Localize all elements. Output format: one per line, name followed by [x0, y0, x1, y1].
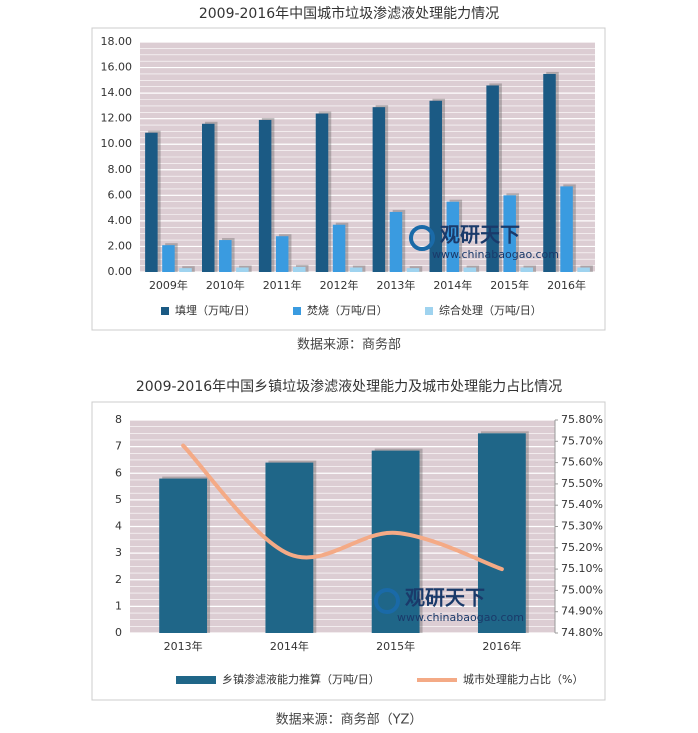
x-tick-label: 2014年 [433, 278, 472, 292]
x-tick-label: 2010年 [206, 278, 245, 292]
bar [315, 113, 329, 272]
bar [463, 267, 477, 272]
watermark: www.chinabaogao.com [432, 248, 559, 261]
y-tick-label: 8.00 [108, 163, 133, 176]
x-tick-label: 2016年 [547, 278, 586, 292]
watermark: 观研天下 [405, 586, 485, 610]
y-tick-label: 0.00 [108, 265, 133, 278]
bar [577, 267, 590, 272]
bar [477, 433, 526, 633]
bar [372, 107, 386, 273]
watermark: www.chinabaogao.com [397, 611, 524, 624]
y-tick-label: 12.00 [101, 112, 133, 125]
y2-tick-label: 75.20% [561, 541, 603, 554]
bar [201, 123, 215, 273]
y-tick-label: 0 [115, 626, 122, 639]
y-tick-label: 2 [115, 573, 122, 586]
x-tick-label: 2011年 [263, 278, 302, 292]
y2-tick-label: 75.80% [561, 413, 603, 426]
x-tick-label: 2013年 [376, 278, 415, 292]
bar [265, 462, 314, 633]
y-tick-label: 6 [115, 466, 122, 479]
y2-tick-label: 75.70% [561, 434, 603, 447]
bar [406, 268, 420, 272]
x-tick-label: 2012年 [320, 278, 359, 292]
y2-tick-label: 75.40% [561, 498, 603, 511]
y-tick-label: 4.00 [108, 214, 133, 227]
legend-label: 综合处理（万吨/日） [439, 303, 542, 317]
y2-tick-label: 74.90% [561, 605, 603, 618]
bar [275, 236, 289, 272]
y2-tick-label: 74.80% [561, 626, 603, 639]
y-tick-label: 18.00 [101, 35, 133, 48]
legend-label: 填埋（万吨/日） [175, 303, 256, 317]
x-tick-label: 2014年 [270, 639, 309, 653]
bar [258, 119, 272, 272]
y2-tick-label: 75.10% [561, 562, 603, 575]
chart-title: 2009-2016年中国乡镇垃圾渗滤液处理能力及城市处理能力占比情况 [136, 378, 562, 395]
legend-swatch [176, 676, 216, 684]
y2-tick-label: 75.30% [561, 520, 603, 533]
legend-swatch [293, 307, 301, 315]
legend-swatch [425, 307, 433, 315]
legend-label: 城市处理能力占比（%） [463, 672, 583, 686]
bar [503, 195, 516, 272]
legend-label: 乡镇渗滤液能力推算（万吨/日） [222, 672, 380, 686]
source-note: 数据来源：商务部 [297, 337, 401, 353]
bar [429, 100, 443, 273]
bar [145, 132, 158, 272]
bar [159, 478, 208, 633]
bar [236, 267, 249, 272]
y-tick-label: 7 [115, 440, 122, 453]
bar [219, 240, 232, 272]
bar [332, 224, 346, 272]
legend-label: 焚烧（万吨/日） [307, 304, 388, 317]
watermark-logo [374, 588, 400, 614]
y2-tick-label: 75.00% [561, 583, 603, 596]
y-tick-label: 3 [115, 546, 122, 559]
x-tick-label: 2009年 [149, 278, 188, 292]
watermark: 观研天下 [440, 223, 520, 247]
bar [543, 73, 556, 272]
source-note: 数据来源：商务部（YZ） [276, 712, 423, 728]
x-tick-label: 2013年 [164, 639, 203, 653]
line [181, 443, 504, 572]
bar [371, 450, 420, 633]
y-tick-label: 5 [115, 493, 122, 506]
x-tick-label: 2015年 [490, 278, 529, 292]
bar [560, 186, 573, 272]
bar [162, 245, 175, 272]
bar [349, 267, 363, 272]
y-tick-label: 14.00 [101, 86, 133, 99]
y-tick-label: 2.00 [108, 239, 133, 252]
y2-tick-label: 75.50% [561, 477, 603, 490]
y-tick-label: 1 [115, 599, 122, 612]
bar [292, 266, 306, 272]
y-tick-label: 10.00 [101, 137, 133, 150]
chart-title: 2009-2016年中国城市垃圾渗滤液处理能力情况 [199, 5, 499, 22]
bar [446, 201, 460, 272]
legend-swatch [161, 307, 169, 315]
x-tick-label: 2015年 [376, 639, 415, 653]
y2-tick-label: 75.60% [561, 456, 603, 469]
bar [486, 85, 499, 272]
y-tick-label: 4 [115, 520, 122, 533]
bar [179, 268, 192, 272]
y-tick-label: 6.00 [108, 188, 133, 201]
x-tick-label: 2016年 [482, 639, 521, 653]
y-tick-label: 16.00 [101, 61, 133, 74]
y-tick-label: 8 [115, 413, 122, 426]
watermark-logo [409, 225, 435, 251]
bar [520, 267, 534, 272]
bar [389, 211, 403, 272]
